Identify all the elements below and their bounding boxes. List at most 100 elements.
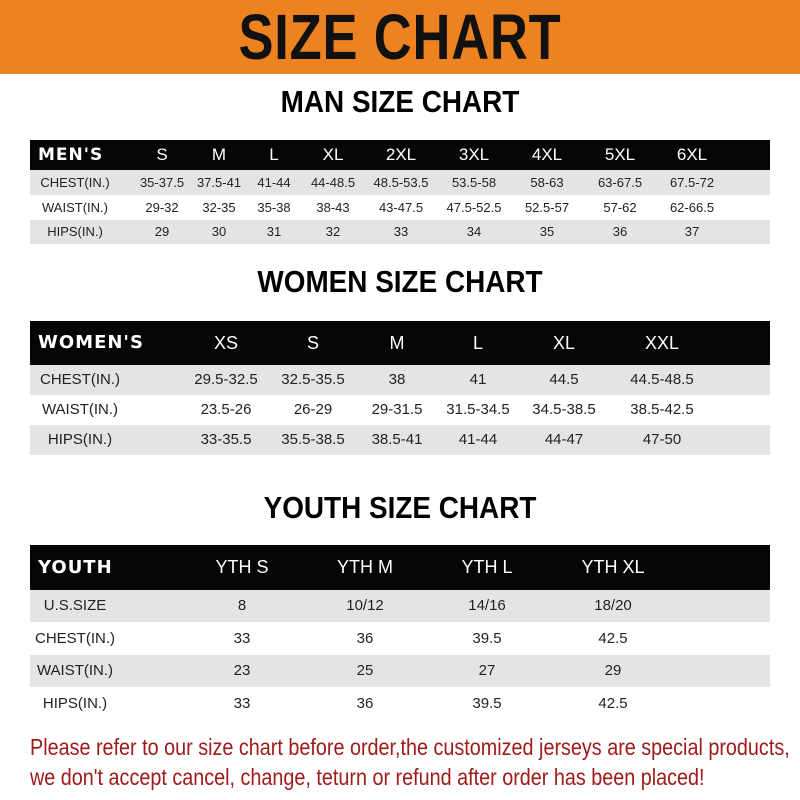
table-cell: 38	[388, 371, 406, 388]
table-cell: 29-31.5	[371, 401, 423, 418]
table-cell: 23	[233, 662, 251, 679]
size-header: M	[389, 333, 405, 353]
table-cell: 14/16	[468, 597, 506, 614]
table-cell: 26-29	[293, 401, 333, 418]
table-row: WAIST(IN.) 29-32 32-35 35-38 38-43 43-47.5 47.…	[30, 195, 770, 220]
table-cell: 33-35.5	[200, 431, 252, 448]
table-cell: 41-44	[257, 175, 291, 190]
size-header: M	[211, 145, 227, 164]
measure-label: WAIST(IN.)	[41, 401, 119, 418]
table-cell: 43-47.5	[378, 200, 424, 215]
table-cell: 36	[356, 630, 374, 647]
main-title: SIZE CHART	[238, 1, 562, 73]
size-header: XL	[552, 333, 576, 353]
table-cell: 37.5-41	[196, 175, 242, 190]
table-cell: 37	[684, 224, 700, 239]
table-cell: 38-43	[316, 200, 350, 215]
table-cell: 33	[393, 224, 409, 239]
table-cell: 41-44	[458, 431, 498, 448]
table-cell: 44.5	[549, 371, 579, 388]
women-size-table: WOMEN'S XS S M L XL XXL CHEST(IN.) 29.5-32.5 32.5…	[30, 321, 770, 455]
size-header: S	[306, 333, 320, 353]
men-section-title: MAN SIZE CHART	[280, 84, 520, 119]
table-cell: 44.5-48.5	[630, 371, 694, 388]
table-label: MEN'S	[38, 145, 104, 165]
table-header-row: MEN'S S M L XL 2XL 3XL 4XL 5XL 6XL	[30, 140, 770, 170]
table-row: CHEST(IN.) 33 36 39.5 42.5	[30, 622, 770, 655]
table-cell: 63-67.5	[597, 175, 643, 190]
measure-label: HIPS(IN.)	[42, 695, 108, 712]
table-cell: 32-35	[202, 200, 236, 215]
table-cell: 29-32	[145, 200, 179, 215]
table-row: WAIST(IN.) 23.5-26 26-29 29-31.5 31.5-34.5 34…	[30, 395, 770, 425]
size-header: YTH M	[337, 557, 393, 577]
measure-label: HIPS(IN.)	[47, 224, 103, 239]
table-cell: 41	[469, 371, 487, 388]
table-cell: 36	[356, 695, 374, 712]
table-cell: 31	[266, 224, 282, 239]
table-label: WOMEN'S	[38, 332, 144, 353]
title-banner: SIZE CHART	[0, 0, 800, 74]
table-cell: 47-50	[642, 431, 682, 448]
notice-line-1: Please refer to our size chart before or…	[30, 734, 790, 760]
table-cell: 38.5-42.5	[630, 401, 694, 418]
size-header: 3XL	[458, 145, 490, 164]
women-section-title: WOMEN SIZE CHART	[257, 264, 543, 299]
table-cell: 35.5-38.5	[281, 431, 345, 448]
table-cell: 33	[233, 630, 251, 647]
table-cell: 62-66.5	[669, 200, 715, 215]
table-cell: 8	[237, 597, 247, 614]
size-header: YTH XL	[581, 557, 645, 577]
table-row: CHEST(IN.) 35-37.5 37.5-41 41-44 44-48.5 48.5…	[30, 170, 770, 195]
table-cell: 29	[604, 662, 622, 679]
table-cell: 10/12	[346, 597, 384, 614]
measure-label: CHEST(IN.)	[35, 630, 115, 647]
table-cell: 23.5-26	[200, 401, 252, 418]
order-notice: Please refer to our size chart before or…	[30, 732, 790, 792]
size-header: 6XL	[676, 145, 708, 164]
table-cell: 35-37.5	[139, 175, 185, 190]
size-header: 4XL	[531, 145, 563, 164]
table-cell: 34	[466, 224, 482, 239]
table-row: HIPS(IN.) 29 30 31 32 33 34 35 36 37	[30, 220, 770, 244]
table-cell: 32	[325, 224, 341, 239]
table-cell: 53.5-58	[451, 175, 497, 190]
size-header: XS	[213, 333, 239, 353]
table-cell: 57-62	[603, 200, 637, 215]
size-header: L	[269, 145, 279, 164]
table-row: HIPS(IN.) 33-35.5 35.5-38.5 38.5-41 41-44 44-…	[30, 425, 770, 455]
table-header-row: YOUTH YTH S YTH M YTH L YTH XL	[30, 545, 770, 590]
measure-label: HIPS(IN.)	[47, 431, 113, 448]
size-header: 2XL	[385, 145, 417, 164]
men-size-table: MEN'S S M L XL 2XL 3XL 4XL 5XL 6XL CHEST(IN.) 35-37…	[30, 140, 770, 244]
size-header: YTH L	[461, 557, 513, 577]
table-cell: 27	[478, 662, 496, 679]
table-row: CHEST(IN.) 29.5-32.5 32.5-35.5 38 41 44.5 44.5…	[30, 365, 770, 395]
table-cell: 31.5-34.5	[446, 401, 510, 418]
table-row: U.S.SIZE 8 10/12 14/16 18/20	[30, 590, 770, 622]
size-header: XXL	[644, 333, 680, 353]
table-cell: 25	[356, 662, 374, 679]
table-cell: 32.5-35.5	[281, 371, 345, 388]
table-cell: 33	[233, 695, 251, 712]
table-cell: 58-63	[530, 175, 564, 190]
table-cell: 39.5	[472, 695, 502, 712]
table-cell: 34.5-38.5	[532, 401, 596, 418]
table-cell: 35-38	[257, 200, 291, 215]
table-cell: 30	[211, 224, 227, 239]
table-cell: 42.5	[598, 630, 628, 647]
table-row: HIPS(IN.) 33 36 39.5 42.5	[30, 687, 770, 720]
table-label: YOUTH	[38, 557, 113, 578]
table-cell: 48.5-53.5	[373, 175, 429, 190]
size-header: XL	[322, 145, 344, 164]
table-cell: 42.5	[598, 695, 628, 712]
size-header: L	[472, 333, 484, 353]
measure-label: CHEST(IN.)	[40, 175, 110, 190]
table-header-row: WOMEN'S XS S M L XL XXL	[30, 321, 770, 365]
table-cell: 35	[539, 224, 555, 239]
table-cell: 44-47	[544, 431, 584, 448]
measure-label: U.S.SIZE	[43, 597, 107, 614]
table-cell: 18/20	[594, 597, 632, 614]
table-cell: 44-48.5	[310, 175, 356, 190]
notice-line-2: we don't accept cancel, change, teturn o…	[30, 764, 705, 790]
